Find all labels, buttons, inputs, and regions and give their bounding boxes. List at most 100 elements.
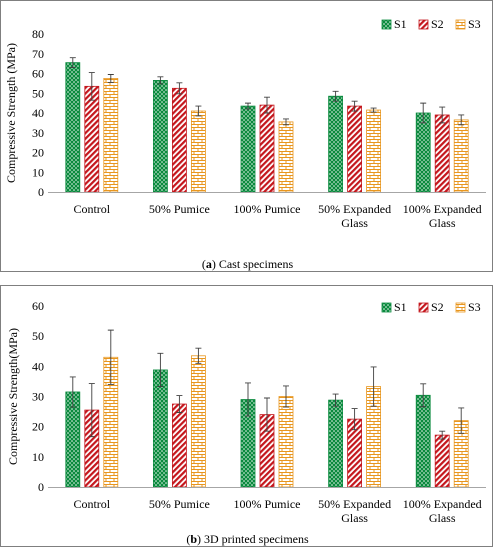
cb-category-label: Control xyxy=(73,497,110,511)
ca-bar-s2 xyxy=(259,104,275,193)
caption-a-prefix: ( xyxy=(201,257,206,271)
ca-bar-s2 xyxy=(171,87,187,193)
cb-error-bar-s1 xyxy=(69,376,76,408)
caption-b-prefix: ( xyxy=(186,532,191,546)
cb-ytick-label: 50 xyxy=(32,329,44,343)
ca-bar-s3 xyxy=(103,78,119,193)
cb-error-bar-s1 xyxy=(245,382,251,417)
cb-ytick-label: 0 xyxy=(38,480,44,494)
ca-category-label: Control xyxy=(73,202,110,216)
cb-legend-swatch-s3 xyxy=(455,302,466,313)
ca-category-label: 100% Expanded xyxy=(403,202,482,216)
cb-legend-label-s1: S1 xyxy=(394,300,407,314)
cb-y-axis-label: Compressive Strength(MPa) xyxy=(6,328,20,465)
ca-error-bar-s2 xyxy=(351,100,358,112)
ca-error-bar-s3 xyxy=(195,105,202,117)
ca-y-axis-label: Compressive Strength (MPa) xyxy=(4,43,18,183)
ca-error-bar-s1 xyxy=(420,102,427,124)
ca-error-bar-s1 xyxy=(332,90,339,102)
ca-bar-s3 xyxy=(366,109,382,193)
ca-legend-swatch-s3 xyxy=(455,19,466,30)
ca-ytick-label: 70 xyxy=(32,47,44,61)
cb-legend-label-s2: S2 xyxy=(431,300,444,314)
ca-bar-s1 xyxy=(328,95,344,193)
chart-panel-b: 0 10 20 30 40 50 60 Compressive Strength(MPa) Co… xyxy=(0,285,493,547)
caption-b-text: ) 3D printed specimens xyxy=(197,532,309,546)
cb-error-bar-s1 xyxy=(332,393,339,407)
ca-legend-label-s2: S2 xyxy=(431,17,444,31)
cb-category-label: 50% Expanded xyxy=(318,497,391,511)
cb-legend-swatch-s1 xyxy=(381,302,392,313)
ca-legend-swatch-s2 xyxy=(418,19,429,30)
ca-ytick-label: 60 xyxy=(32,67,44,81)
ca-ytick-label: 50 xyxy=(32,86,44,100)
ca-bar-s2 xyxy=(347,105,363,193)
cb-ytick-label: 40 xyxy=(32,359,44,373)
ca-ytick-label: 20 xyxy=(32,146,44,160)
cb-error-bar-s2 xyxy=(88,383,95,438)
cb-error-bar-s2 xyxy=(439,430,446,440)
cb-ytick-label: 30 xyxy=(32,390,44,404)
ca-error-bar-s2 xyxy=(176,82,183,95)
cb-error-bar-s1 xyxy=(157,352,164,387)
ca-bar-s3 xyxy=(453,119,469,193)
cb-error-bar-s3 xyxy=(283,385,289,408)
ca-bar-s1 xyxy=(152,80,168,193)
cb-error-bar-s2 xyxy=(176,395,183,413)
ca-category-label: 50% Expanded xyxy=(318,202,391,216)
caption-a-letter: a xyxy=(205,257,212,271)
caption-b-letter: b xyxy=(190,532,198,546)
caption-b: (b) 3D printed specimens xyxy=(1,532,493,547)
cb-error-bar-s1 xyxy=(420,383,427,408)
ca-category-label: Glass xyxy=(429,216,456,230)
cb-bar-s1 xyxy=(415,394,431,488)
ca-error-bar-s1 xyxy=(157,76,164,85)
ca-category-label: 50% Pumice xyxy=(149,202,210,216)
ca-bar-s3 xyxy=(190,110,206,193)
cb-bar-s2 xyxy=(171,403,187,488)
cb-bar-s2 xyxy=(434,434,450,488)
ca-error-bar-s3 xyxy=(107,74,114,83)
cb-bar-s3 xyxy=(190,355,206,488)
ca-error-bar-s3 xyxy=(458,114,465,126)
ca-error-bar-s2 xyxy=(439,106,446,124)
cb-bar-s1 xyxy=(152,369,168,488)
cb-error-bar-s3 xyxy=(458,407,465,434)
ca-legend-label-s3: S3 xyxy=(468,17,481,31)
cb-bar-s1 xyxy=(328,399,344,488)
cb-ytick-label: 60 xyxy=(32,299,44,313)
caption-a: (a) Cast specimens xyxy=(1,257,493,272)
ca-ytick-label: 0 xyxy=(38,185,44,199)
ca-bar-s1 xyxy=(65,62,81,193)
cb-bar-s3 xyxy=(278,396,294,488)
caption-a-text: ) Cast specimens xyxy=(211,257,294,271)
cb-category-label: 100% Pumice xyxy=(234,497,301,511)
chart-b-svg: 0 10 20 30 40 50 60 Compressive Strength(MPa) Co… xyxy=(6,299,486,525)
ca-bar-s2 xyxy=(434,114,450,193)
chart-a-svg: 0 10 20 30 40 50 60 70 80 Compressive Strength (M… xyxy=(4,17,486,230)
ca-ytick-label: 40 xyxy=(32,106,44,120)
ca-ytick-label: 30 xyxy=(32,126,44,140)
ca-ytick-label: 10 xyxy=(32,165,44,179)
cb-category-label: 50% Pumice xyxy=(149,497,210,511)
ca-category-label: 100% Pumice xyxy=(234,202,301,216)
ca-error-bar-s2 xyxy=(88,72,95,101)
cb-legend-label-s3: S3 xyxy=(468,300,481,314)
ca-error-bar-s1 xyxy=(245,102,251,110)
ca-bar-s1 xyxy=(415,112,431,193)
cb-error-bar-s3 xyxy=(107,329,114,385)
ca-error-bar-s2 xyxy=(264,96,270,114)
cb-ytick-label: 20 xyxy=(32,420,44,434)
chart-panel-a: 0 10 20 30 40 50 60 70 80 Compressive Strength (M… xyxy=(0,0,493,272)
ca-bar-s3 xyxy=(278,121,294,193)
ca-legend-label-s1: S1 xyxy=(394,17,407,31)
cb-error-bar-s3 xyxy=(370,366,377,407)
ca-bar-s1 xyxy=(240,105,256,193)
ca-error-bar-s3 xyxy=(283,118,289,126)
cb-ytick-label: 10 xyxy=(32,450,44,464)
cb-legend-swatch-s2 xyxy=(418,302,429,313)
cb-error-bar-s2 xyxy=(264,397,270,432)
cb-error-bar-s3 xyxy=(195,347,202,364)
cb-error-bar-s2 xyxy=(351,408,358,431)
ca-bar-s2 xyxy=(84,85,100,193)
